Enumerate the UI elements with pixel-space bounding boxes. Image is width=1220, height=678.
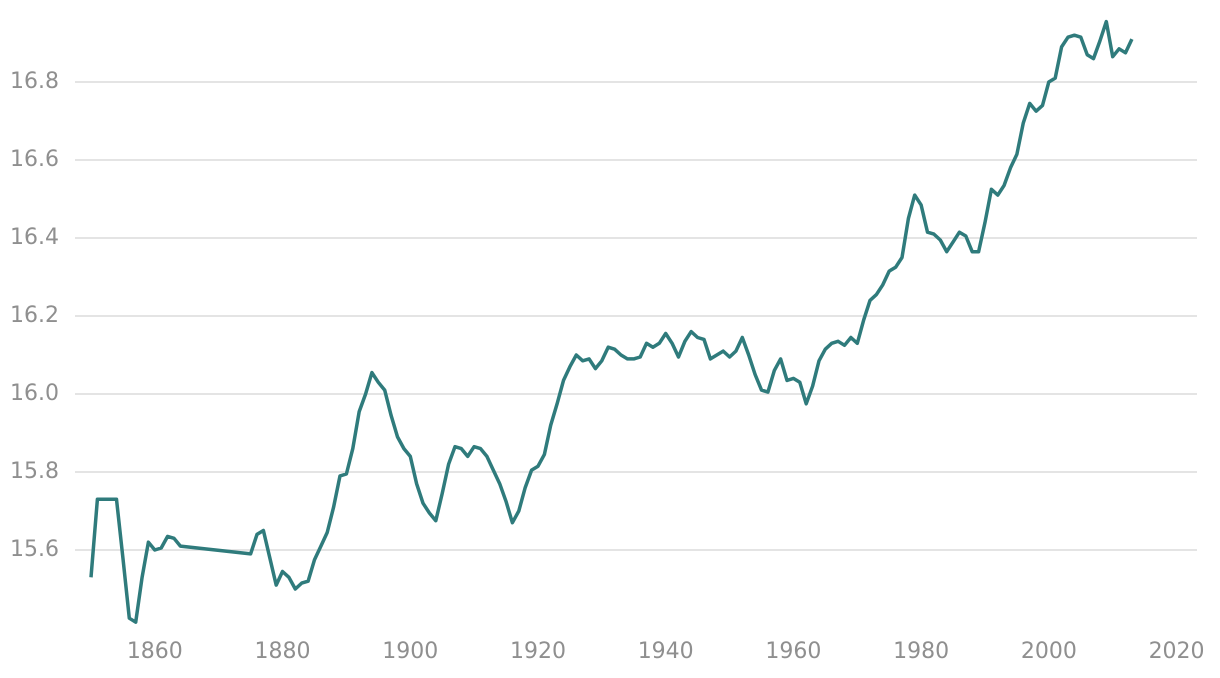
x-tick-label: 1860	[127, 639, 183, 664]
y-tick-label: 16.4	[10, 225, 59, 250]
y-tick-label: 16.0	[10, 381, 59, 406]
x-tick-label: 1880	[255, 639, 311, 664]
x-tick-label: 2000	[1021, 639, 1077, 664]
data-line	[89, 19, 1134, 624]
y-tick-label: 15.8	[10, 459, 59, 484]
x-tick-label: 1960	[765, 639, 821, 664]
y-tick-label: 16.8	[10, 69, 59, 94]
y-tick-label: 16.2	[10, 303, 59, 328]
x-tick-label: 1980	[893, 639, 949, 664]
y-tick-label: 16.6	[10, 147, 59, 172]
x-tick-label: 1900	[382, 639, 438, 664]
x-tick-label: 1920	[510, 639, 566, 664]
y-tick-label: 15.6	[10, 537, 59, 562]
x-tick-label: 1940	[638, 639, 694, 664]
x-tick-label: 2020	[1149, 639, 1205, 664]
